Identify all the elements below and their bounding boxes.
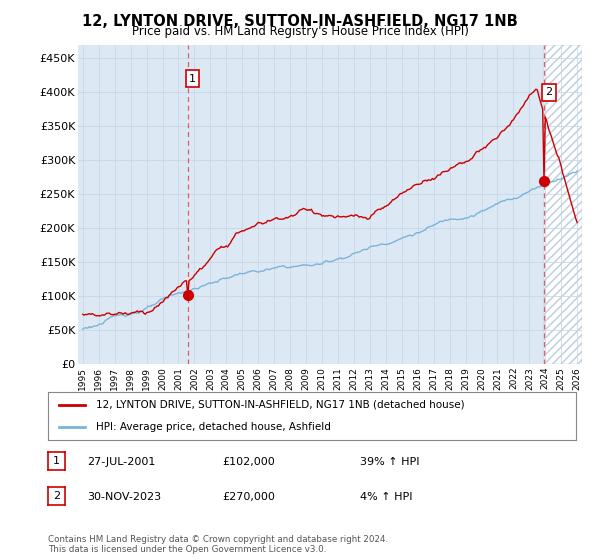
Text: 39% ↑ HPI: 39% ↑ HPI	[360, 457, 419, 467]
Text: 27-JUL-2001: 27-JUL-2001	[87, 457, 155, 467]
Text: Contains HM Land Registry data © Crown copyright and database right 2024.
This d: Contains HM Land Registry data © Crown c…	[48, 535, 388, 554]
Bar	[188, 45, 544, 364]
Text: 4% ↑ HPI: 4% ↑ HPI	[360, 492, 413, 502]
Text: 2: 2	[53, 491, 60, 501]
Text: 2: 2	[545, 87, 553, 97]
Text: HPI: Average price, detached house, Ashfield: HPI: Average price, detached house, Ashf…	[95, 422, 331, 432]
Text: 1: 1	[189, 74, 196, 84]
Text: Price paid vs. HM Land Registry's House Price Index (HPI): Price paid vs. HM Land Registry's House …	[131, 25, 469, 38]
Text: 30-NOV-2023: 30-NOV-2023	[87, 492, 161, 502]
Text: £102,000: £102,000	[222, 457, 275, 467]
Text: 1: 1	[53, 456, 60, 466]
Text: £270,000: £270,000	[222, 492, 275, 502]
Bar	[544, 45, 582, 364]
Text: 12, LYNTON DRIVE, SUTTON-IN-ASHFIELD, NG17 1NB (detached house): 12, LYNTON DRIVE, SUTTON-IN-ASHFIELD, NG…	[95, 400, 464, 410]
Text: 12, LYNTON DRIVE, SUTTON-IN-ASHFIELD, NG17 1NB: 12, LYNTON DRIVE, SUTTON-IN-ASHFIELD, NG…	[82, 14, 518, 29]
